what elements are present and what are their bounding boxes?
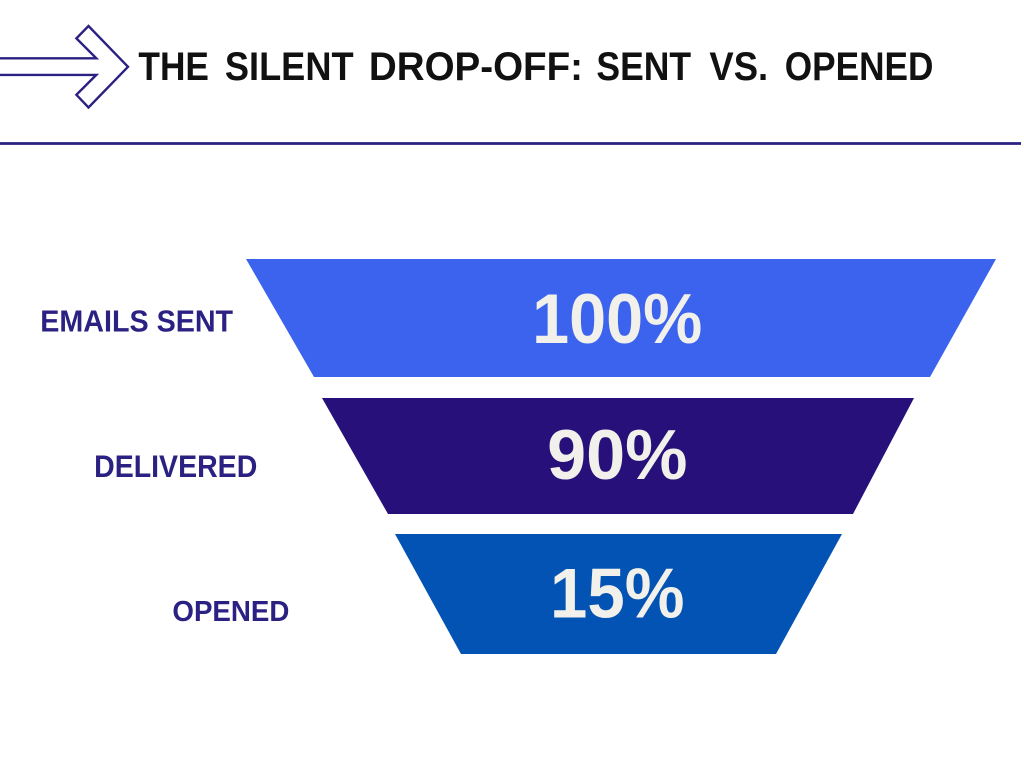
svg-text:OPENED: OPENED	[785, 44, 934, 89]
svg-text:100%: 100%	[532, 279, 702, 358]
svg-text:15%: 15%	[550, 554, 684, 633]
svg-text:90%: 90%	[547, 415, 687, 494]
svg-text:SENT: SENT	[596, 45, 691, 89]
svg-text:SILENT: SILENT	[225, 45, 354, 90]
svg-text:DELIVERED: DELIVERED	[94, 450, 257, 484]
svg-text:OPENED: OPENED	[172, 594, 289, 627]
svg-text:VS.: VS.	[709, 45, 768, 90]
svg-text:EMAILS SENT: EMAILS SENT	[40, 305, 233, 339]
svg-text:THE: THE	[138, 44, 209, 89]
svg-text:DROP-OFF:: DROP-OFF:	[369, 45, 583, 90]
